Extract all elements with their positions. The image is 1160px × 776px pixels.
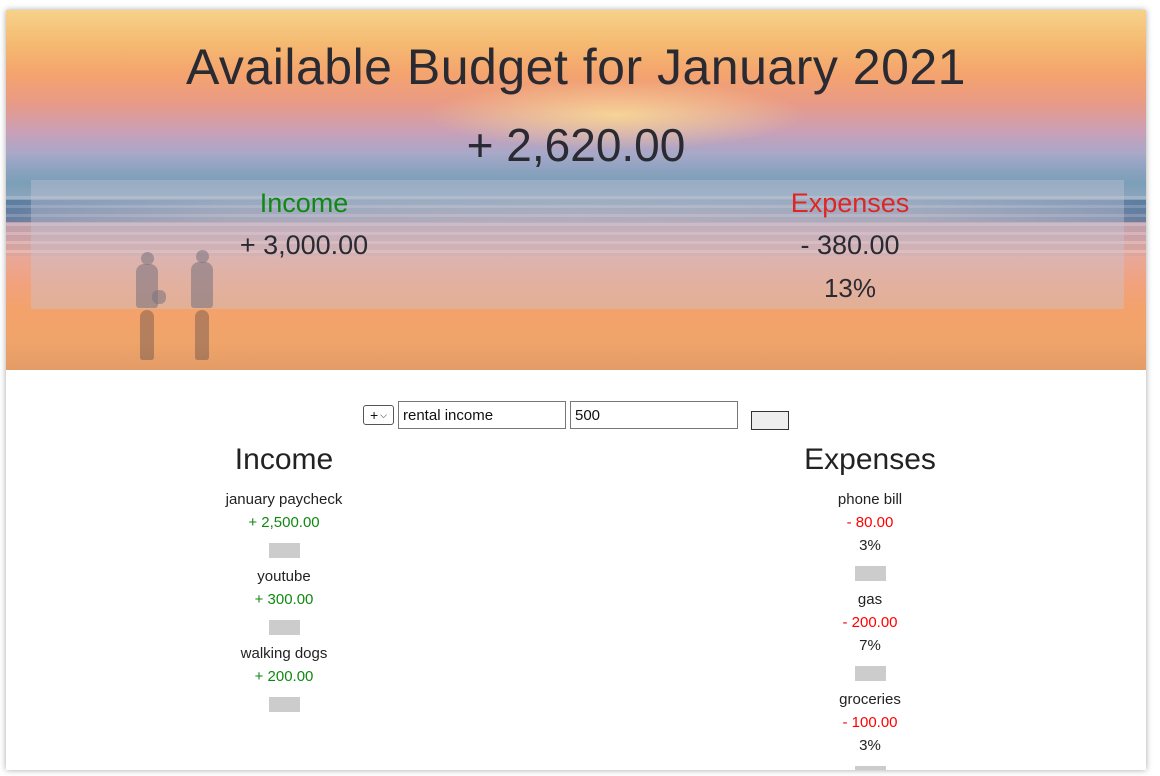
item-description: groceries — [839, 691, 901, 708]
item-description: gas — [857, 591, 883, 608]
list-item: gas - 200.00 7% — [750, 588, 990, 681]
expenses-summary-label: Expenses — [790, 188, 910, 218]
add-item-form: + ⌵ — [363, 400, 789, 430]
expenses-list: Expenses phone bill - 80.00 3% gas - 200… — [750, 442, 990, 770]
item-value: + 300.00 — [254, 591, 314, 608]
item-description: youtube — [257, 568, 311, 585]
amount-input[interactable] — [570, 401, 738, 429]
income-list: Income january paycheck + 2,500.00 youtu… — [164, 442, 404, 719]
delete-item-button[interactable] — [854, 766, 886, 770]
item-percent: 7% — [859, 637, 881, 654]
type-select[interactable]: + ⌵ — [363, 405, 394, 425]
sunset-glow — [426, 80, 806, 150]
item-value: - 80.00 — [846, 514, 894, 531]
item-description: january paycheck — [225, 491, 343, 508]
item-value: + 200.00 — [254, 668, 314, 685]
available-budget-total: + 2,620.00 — [466, 119, 686, 171]
delete-item-button[interactable] — [854, 566, 886, 581]
item-value: - 100.00 — [842, 714, 898, 731]
chevron-down-icon: ⌵ — [380, 409, 387, 420]
delete-item-button[interactable] — [268, 620, 300, 635]
list-item: phone bill - 80.00 3% — [750, 488, 990, 581]
expenses-summary-value: - 380.00 — [800, 230, 900, 260]
list-item: walking dogs + 200.00 — [164, 642, 404, 712]
description-input[interactable] — [398, 401, 566, 429]
add-item-button[interactable] — [751, 410, 789, 430]
item-description: walking dogs — [240, 645, 328, 662]
sea-horizon — [6, 200, 1146, 222]
list-item: youtube + 300.00 — [164, 565, 404, 635]
expenses-summary-percent: 13% — [823, 273, 877, 303]
delete-item-button[interactable] — [268, 543, 300, 558]
list-item: groceries - 100.00 3% — [750, 688, 990, 770]
list-item: january paycheck + 2,500.00 — [164, 488, 404, 558]
income-summary-label: Income — [259, 188, 349, 218]
item-description: phone bill — [837, 491, 903, 508]
budget-summary-panel: Income + 3,000.00 Expenses - 380.00 13% — [31, 180, 1124, 309]
page-title: Available Budget for January 2021 — [185, 39, 966, 95]
income-summary: Income + 3,000.00 — [31, 186, 577, 262]
item-value: + 2,500.00 — [248, 514, 320, 531]
item-value: - 200.00 — [842, 614, 898, 631]
budget-header: Available Budget for January 2021 + 2,62… — [6, 10, 1146, 370]
expenses-list-title: Expenses — [804, 443, 936, 476]
income-list-title: Income — [234, 443, 334, 476]
wave-lines — [6, 196, 1146, 256]
delete-item-button[interactable] — [854, 666, 886, 681]
item-percent: 3% — [859, 737, 881, 754]
type-select-value: + — [369, 407, 379, 423]
item-percent: 3% — [859, 537, 881, 554]
income-summary-value: + 3,000.00 — [239, 230, 369, 260]
delete-item-button[interactable] — [268, 697, 300, 712]
expenses-summary: Expenses - 380.00 13% — [577, 186, 1123, 304]
app-frame: Available Budget for January 2021 + 2,62… — [6, 10, 1146, 770]
